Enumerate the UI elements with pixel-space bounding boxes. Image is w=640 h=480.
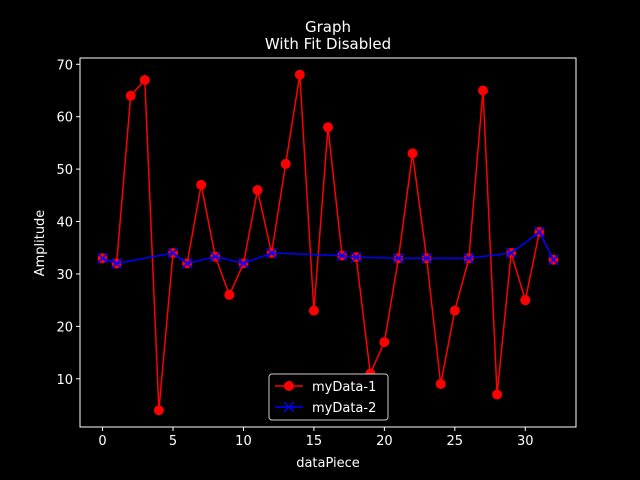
- data-point-mydata-2: [421, 252, 433, 264]
- data-point-mydata-2: [97, 252, 109, 264]
- x-tick-label: 0: [98, 434, 106, 449]
- y-tick-label: 30: [56, 268, 73, 283]
- data-point-mydata-1: [478, 85, 488, 96]
- data-point-mydata-1: [323, 122, 333, 133]
- data-point-mydata-2: [533, 226, 545, 238]
- data-point-mydata-1: [280, 158, 291, 169]
- plot-area: 0 5 10 15 20 25 30 10 20 30 40 50 60 70: [56, 57, 577, 449]
- data-point-mydata-1: [449, 305, 460, 316]
- data-point-mydata-2: [392, 252, 404, 264]
- data-point-mydata-1: [139, 75, 150, 86]
- data-point-mydata-1: [492, 389, 503, 400]
- data-point-mydata-2: [336, 250, 348, 262]
- data-point-mydata-2: [463, 252, 475, 264]
- data-point-mydata-1: [435, 379, 446, 390]
- y-tick-label: 60: [56, 111, 73, 126]
- y-tick-label: 70: [56, 58, 73, 73]
- x-axis-label: dataPiece: [296, 456, 360, 471]
- y-tick-label: 10: [56, 373, 73, 388]
- legend: myData-1 myData-2: [268, 373, 389, 421]
- data-point-mydata-1: [379, 337, 390, 348]
- data-point-mydata-1: [153, 405, 164, 416]
- y-axis-label: Amplitude: [33, 210, 48, 277]
- data-point-mydata-2: [237, 257, 249, 269]
- y-tick-label: 50: [56, 163, 73, 178]
- x-tick-label: 5: [169, 434, 177, 449]
- x-tick-label: 30: [517, 434, 534, 449]
- data-point-mydata-2: [266, 247, 278, 259]
- y-tick-label: 20: [56, 320, 73, 335]
- data-point-mydata-2: [167, 247, 179, 259]
- data-point-mydata-1: [196, 179, 207, 190]
- data-point-mydata-2: [505, 247, 517, 259]
- legend-label-mydata-2: myData-2: [312, 401, 376, 416]
- axes-frame: [79, 57, 577, 428]
- data-point-mydata-2: [111, 257, 123, 269]
- data-point-mydata-1: [308, 305, 319, 316]
- legend-marker-mydata-2: [283, 401, 295, 413]
- data-point-mydata-2: [209, 251, 221, 263]
- x-tick-label: 20: [376, 434, 393, 449]
- x-tick-label: 25: [447, 434, 464, 449]
- data-point-mydata-2: [350, 251, 362, 263]
- x-tick-label: 10: [235, 434, 252, 449]
- legend-marker-mydata-1: [284, 381, 294, 391]
- chart-subtitle: With Fit Disabled: [265, 35, 391, 53]
- data-point-mydata-1: [224, 289, 235, 300]
- data-point-mydata-1: [407, 148, 418, 159]
- data-point-mydata-2: [181, 257, 193, 269]
- data-point-mydata-2: [547, 254, 559, 266]
- legend-label-mydata-1: myData-1: [312, 380, 376, 395]
- data-point-mydata-1: [520, 295, 531, 306]
- x-tick-label: 15: [306, 434, 323, 449]
- chart-title: Graph: [305, 18, 351, 36]
- data-point-mydata-1: [125, 90, 136, 101]
- y-tick-label: 40: [56, 216, 73, 231]
- data-point-mydata-1: [252, 185, 263, 196]
- data-point-mydata-1: [294, 69, 305, 80]
